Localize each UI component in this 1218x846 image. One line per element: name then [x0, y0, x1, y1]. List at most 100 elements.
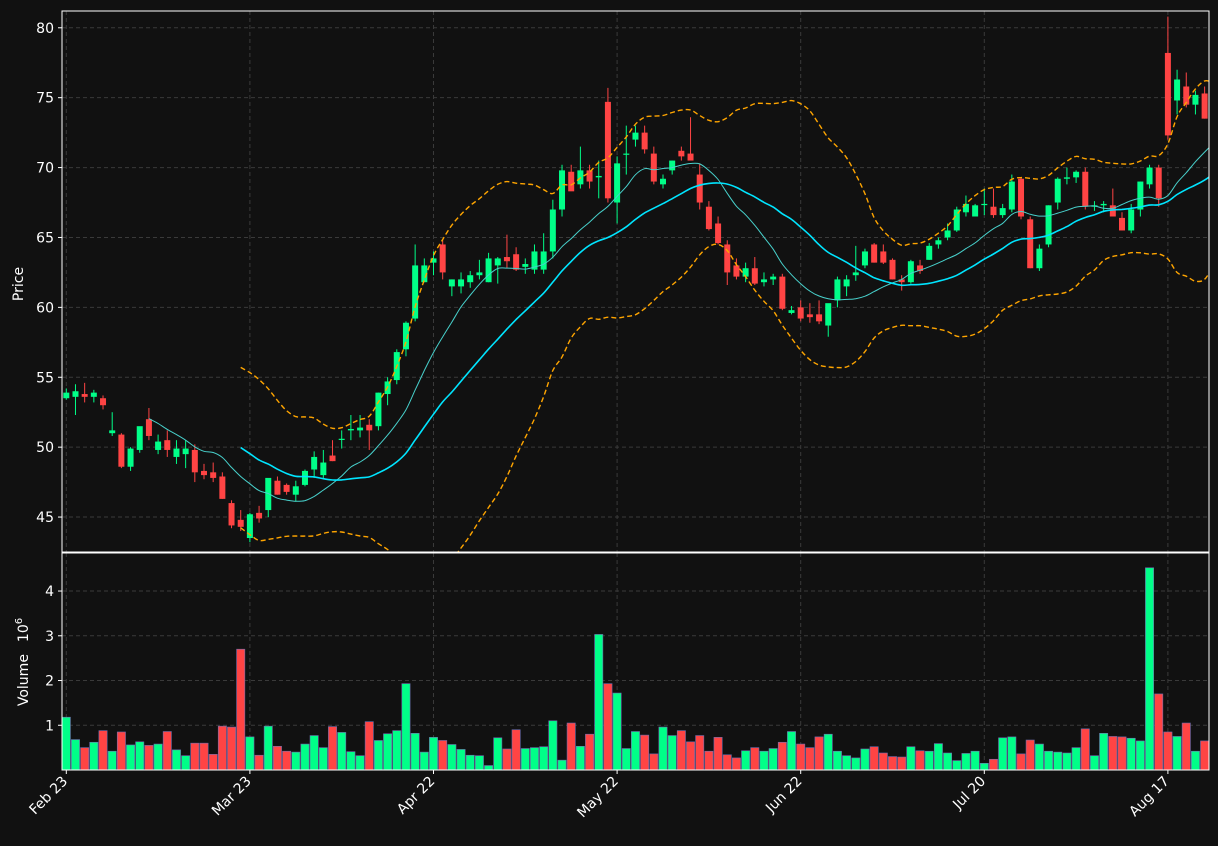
candle-body — [191, 449, 198, 473]
volume-bar — [217, 725, 227, 770]
price-y-tick-label: 80 — [36, 21, 54, 37]
volume-bar — [713, 737, 723, 770]
moving-average-10-line — [148, 146, 1209, 502]
candle-body — [540, 251, 547, 270]
candle-body — [430, 258, 437, 263]
volume-bar — [438, 740, 448, 770]
candle-body — [63, 392, 70, 399]
candle-body — [366, 424, 373, 431]
price-panel-frame — [61, 10, 1210, 553]
volume-bar — [1191, 750, 1200, 770]
candle-body — [531, 251, 538, 270]
volume-bar — [62, 716, 71, 770]
candle-body — [678, 150, 685, 157]
volume-bar — [823, 733, 833, 770]
volume-bar — [612, 692, 622, 770]
volume-bar — [172, 749, 181, 770]
candle-body — [871, 244, 878, 263]
candle-body — [375, 392, 382, 427]
candle-body — [760, 279, 767, 283]
candle-body — [485, 258, 492, 283]
volume-bar — [190, 742, 200, 770]
volume-bar — [328, 726, 337, 770]
price-y-tick-label: 50 — [36, 440, 54, 456]
volume-bar — [1034, 743, 1044, 770]
candle-body — [641, 132, 648, 150]
candle-body — [246, 514, 253, 539]
volume-bar — [1062, 752, 1072, 770]
candle-body — [320, 462, 327, 476]
volume-bar — [245, 736, 255, 770]
price-axis-label: Price — [11, 267, 27, 301]
candle-body — [907, 261, 914, 283]
volume-bar — [1007, 736, 1017, 770]
volume-bar — [933, 743, 943, 770]
candle-body — [1146, 167, 1153, 185]
candle-body — [127, 448, 134, 467]
volume-bar — [392, 730, 402, 770]
volume-bar — [493, 737, 503, 770]
candle-body — [1008, 181, 1015, 210]
volume-bar — [300, 743, 310, 770]
volume-bar — [621, 748, 631, 770]
volume-bar — [548, 720, 558, 770]
candle-body — [650, 153, 657, 182]
volume-bar — [1163, 731, 1173, 770]
volume-bar — [594, 634, 604, 770]
volume-bar — [1016, 753, 1026, 770]
volume-bar — [814, 736, 824, 770]
price-y-tick-label: 65 — [36, 230, 54, 246]
candle-body — [1109, 205, 1116, 217]
volume-y-tick-label: 4 — [45, 584, 54, 600]
volume-bar — [98, 730, 108, 770]
volume-bar — [401, 683, 411, 770]
bollinger-lower-line — [240, 243, 1209, 552]
candle-body — [880, 251, 887, 263]
candle-body — [182, 448, 189, 455]
volume-bar — [1025, 739, 1035, 770]
volume-bar — [906, 746, 916, 770]
volume-bar — [585, 733, 594, 770]
volume-bar — [1044, 750, 1053, 770]
candle-body — [513, 254, 520, 270]
volume-bar — [878, 752, 888, 770]
volume-bar — [860, 748, 870, 770]
candle-body — [329, 455, 336, 462]
volume-bar — [676, 730, 686, 770]
candle-body — [926, 245, 933, 260]
volume-bar — [80, 747, 90, 770]
candle-body — [228, 503, 235, 526]
volume-axis-exponent: 6 — [14, 618, 25, 624]
candle-body — [1119, 217, 1125, 231]
volume-bar — [1108, 736, 1118, 770]
candle-body — [687, 153, 694, 161]
volume-bar — [199, 742, 209, 770]
candle-body — [118, 434, 125, 467]
candle-body — [283, 484, 290, 492]
candle-body — [476, 272, 483, 276]
volume-bar — [998, 737, 1008, 770]
moving-average-20-line — [240, 176, 1209, 481]
volume-bar — [474, 755, 484, 770]
volume-bar — [667, 735, 677, 770]
candle-body — [889, 259, 896, 280]
volume-bar — [236, 648, 246, 770]
volume-bar — [447, 744, 457, 770]
volume-bar — [364, 721, 374, 770]
candle-body — [586, 170, 593, 182]
candle-body — [1100, 203, 1107, 206]
volume-bar — [888, 756, 897, 770]
volume-bars — [62, 567, 1209, 770]
volume-bar — [355, 755, 365, 770]
volume-bar — [566, 722, 576, 770]
volume-bar — [805, 747, 815, 770]
volume-bar — [456, 749, 466, 770]
volume-bar — [1145, 567, 1154, 770]
volume-bar — [575, 745, 585, 770]
candle-body — [917, 265, 924, 272]
indicator-lines — [148, 80, 1209, 552]
volume-bar — [1053, 751, 1063, 770]
volume-bar — [263, 725, 273, 770]
volume-bar — [961, 753, 971, 770]
candle-body — [338, 438, 345, 440]
